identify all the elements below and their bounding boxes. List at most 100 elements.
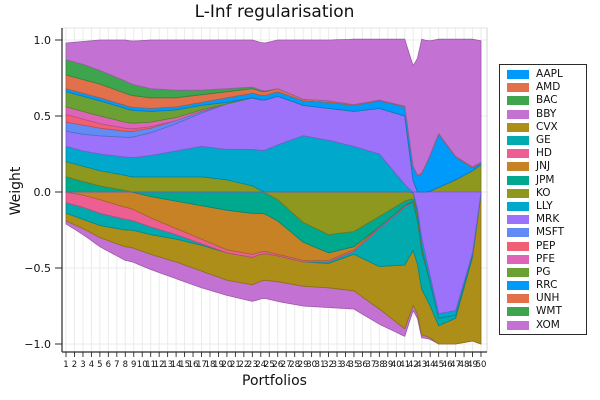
chart-title: L-Inf regularisation: [194, 2, 355, 22]
x-tick-label: 9: [131, 360, 136, 370]
x-tick-label: 45: [433, 360, 444, 370]
x-tick-label: 24: [255, 360, 266, 370]
x-tick-label: 44: [425, 360, 436, 370]
x-tick-label: 49: [467, 360, 478, 370]
x-tick-label: 30: [306, 360, 317, 370]
legend-item-UNH: UNH: [507, 292, 582, 305]
legend-item-MRK: MRK: [507, 213, 582, 226]
x-tick-label: 29: [298, 360, 309, 370]
legend-label: KO: [536, 186, 551, 199]
x-tick-label: 15: [179, 360, 190, 370]
x-tick-label: 19: [213, 360, 224, 370]
legend-label: BBY: [536, 107, 557, 120]
x-tick-label: 2: [72, 360, 77, 370]
x-tick-label: 47: [450, 360, 461, 370]
x-tick-label: 25: [264, 360, 275, 370]
x-tick-label: 13: [162, 360, 173, 370]
legend-label: JPM: [536, 173, 555, 186]
legend-swatch-AAPL: [507, 70, 529, 80]
area-band-XOM: [65, 38, 482, 176]
legend-item-BBY: BBY: [507, 108, 582, 121]
x-tick-label: 28: [289, 360, 300, 370]
legend-label: PG: [536, 265, 551, 278]
legend-label: GE: [536, 134, 551, 147]
legend-item-AAPL: AAPL: [507, 68, 582, 81]
legend-swatch-BBY: [507, 109, 529, 119]
x-tick-label: 32: [323, 360, 334, 370]
y-tick-label: −0.5: [24, 262, 51, 275]
x-tick-label: 37: [365, 360, 376, 370]
x-tick-label: 38: [374, 360, 385, 370]
x-tick-label: 11: [145, 360, 156, 370]
x-tick-label: 10: [137, 360, 148, 370]
x-tick-label: 12: [154, 360, 165, 370]
legend-swatch-UNH: [507, 294, 529, 304]
x-tick-label: 42: [408, 360, 419, 370]
legend-item-JNJ: JNJ: [507, 160, 582, 173]
legend-label: PFE: [536, 252, 556, 265]
x-tick-label: 41: [399, 360, 410, 370]
y-tick-label: 1.0: [34, 34, 52, 47]
legend-label: MRK: [536, 213, 560, 226]
legend-label: MSFT: [536, 226, 564, 239]
x-tick-label: 3: [80, 360, 85, 370]
legend-label: AMD: [536, 81, 561, 94]
y-tick-label: −1.0: [24, 338, 51, 351]
legend-swatch-WMT: [507, 307, 529, 317]
legend-swatch-CVX: [507, 122, 529, 132]
y-tick-label: 0.0: [34, 186, 52, 199]
x-tick-label: 6: [106, 360, 111, 370]
legend-swatch-LLY: [507, 201, 529, 211]
x-tick-label: 16: [188, 360, 199, 370]
legend-swatch-PFE: [507, 254, 529, 264]
x-tick-label: 33: [332, 360, 343, 370]
x-tick-label: 43: [416, 360, 427, 370]
legend-label: RRC: [536, 279, 558, 292]
legend-swatch-MSFT: [507, 228, 529, 238]
x-tick-label: 22: [238, 360, 249, 370]
x-tick-label: 39: [382, 360, 393, 370]
x-tick-label: 36: [357, 360, 368, 370]
x-tick-label: 34: [340, 360, 351, 370]
legend-item-LLY: LLY: [507, 200, 582, 213]
legend-item-XOM: XOM: [507, 319, 582, 332]
legend-swatch-JNJ: [507, 162, 529, 172]
x-tick-label: 17: [196, 360, 207, 370]
x-tick-label: 46: [442, 360, 453, 370]
x-tick-label: 23: [247, 360, 258, 370]
x-tick-label: 5: [97, 360, 102, 370]
legend-swatch-JPM: [507, 175, 529, 185]
x-tick-label: 40: [391, 360, 402, 370]
x-tick-label: 26: [272, 360, 283, 370]
legend-swatch-BAC: [507, 96, 529, 106]
legend-item-AMD: AMD: [507, 81, 582, 94]
legend-label: HD: [536, 147, 552, 160]
y-tick-label: 0.5: [34, 110, 52, 123]
legend-item-PEP: PEP: [507, 239, 582, 252]
x-axis-label: Portfolios: [242, 373, 307, 389]
legend-item-GE: GE: [507, 134, 582, 147]
legend-item-PG: PG: [507, 266, 582, 279]
x-tick-label: 1: [63, 360, 68, 370]
legend-swatch-PG: [507, 267, 529, 277]
legend-label: AAPL: [536, 68, 563, 81]
x-tick-label: 18: [205, 360, 216, 370]
legend-label: BAC: [536, 94, 558, 107]
legend-swatch-AMD: [507, 83, 529, 93]
legend-swatch-XOM: [507, 320, 529, 330]
x-tick-label: 8: [123, 360, 128, 370]
legend-item-WMT: WMT: [507, 305, 582, 318]
legend-label: LLY: [536, 199, 553, 212]
legend-swatch-RRC: [507, 281, 529, 291]
legend-item-CVX: CVX: [507, 121, 582, 134]
legend-swatch-KO: [507, 188, 529, 198]
x-tick-label: 27: [281, 360, 292, 370]
legend-item-MSFT: MSFT: [507, 226, 582, 239]
x-tick-label: 48: [459, 360, 470, 370]
legend-item-PFE: PFE: [507, 253, 582, 266]
legend: AAPL AMD BAC BBY CVX GE HD JNJ JPM KO LLY MRK MSFT PE…: [499, 64, 587, 335]
x-tick-label: 4: [89, 360, 94, 370]
area-band-MRK: [65, 191, 482, 314]
